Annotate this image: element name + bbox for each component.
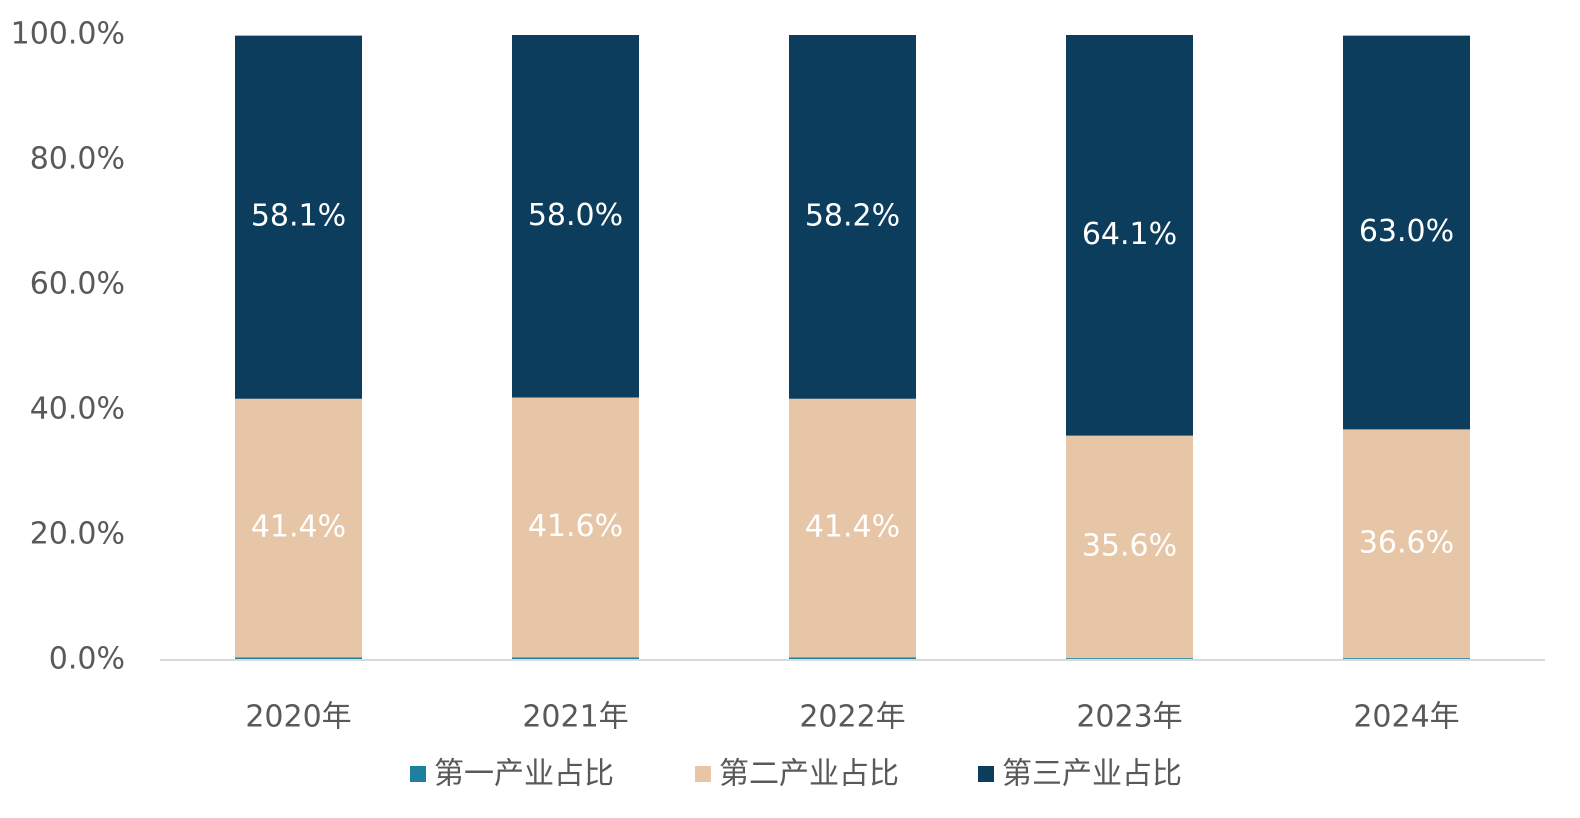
- data-label: 35.6%: [1082, 528, 1177, 563]
- bar-segment: [1066, 435, 1193, 659]
- legend-label: 第二产业占比: [719, 757, 899, 792]
- bar-segment: [1343, 35, 1470, 430]
- data-label: 64.1%: [1082, 217, 1177, 252]
- y-tick-label: 0.0%: [49, 642, 125, 677]
- y-tick-label: 80.0%: [30, 142, 125, 177]
- y-tick-label: 60.0%: [30, 267, 125, 302]
- data-label: 41.6%: [528, 509, 623, 544]
- legend-swatch: [978, 766, 994, 782]
- bar-segment: [235, 35, 362, 399]
- bar-segment: [512, 35, 639, 398]
- y-tick-label: 20.0%: [30, 517, 125, 552]
- data-label: 63.0%: [1359, 214, 1454, 249]
- data-label: 41.4%: [805, 510, 900, 545]
- y-tick-label: 40.0%: [30, 392, 125, 427]
- bar-segment: [789, 35, 916, 399]
- x-tick-label: 2022年: [799, 700, 905, 735]
- data-label: 41.4%: [251, 510, 346, 545]
- bar-segment: [512, 657, 639, 660]
- bar-segment: [789, 398, 916, 658]
- data-label: 36.6%: [1359, 525, 1454, 560]
- x-tick-label: 2020年: [245, 700, 351, 735]
- bar-segment: [235, 657, 362, 660]
- x-tick-label: 2024年: [1353, 700, 1459, 735]
- bar-segment: [1343, 429, 1470, 659]
- bar-segment: [1066, 35, 1193, 436]
- legend-swatch: [410, 766, 426, 782]
- x-tick-label: 2023年: [1076, 700, 1182, 735]
- data-label: 58.1%: [251, 199, 346, 234]
- data-label: 58.0%: [528, 198, 623, 233]
- x-tick-label: 2021年: [522, 700, 628, 735]
- y-tick-label: 100.0%: [11, 17, 125, 52]
- legend-swatch: [695, 766, 711, 782]
- data-label: 58.2%: [805, 198, 900, 233]
- legend-label: 第一产业占比: [434, 757, 614, 792]
- bar-segment: [789, 657, 916, 660]
- legend-label: 第三产业占比: [1002, 757, 1182, 792]
- bar-segment: [512, 397, 639, 658]
- bar-segment: [235, 398, 362, 658]
